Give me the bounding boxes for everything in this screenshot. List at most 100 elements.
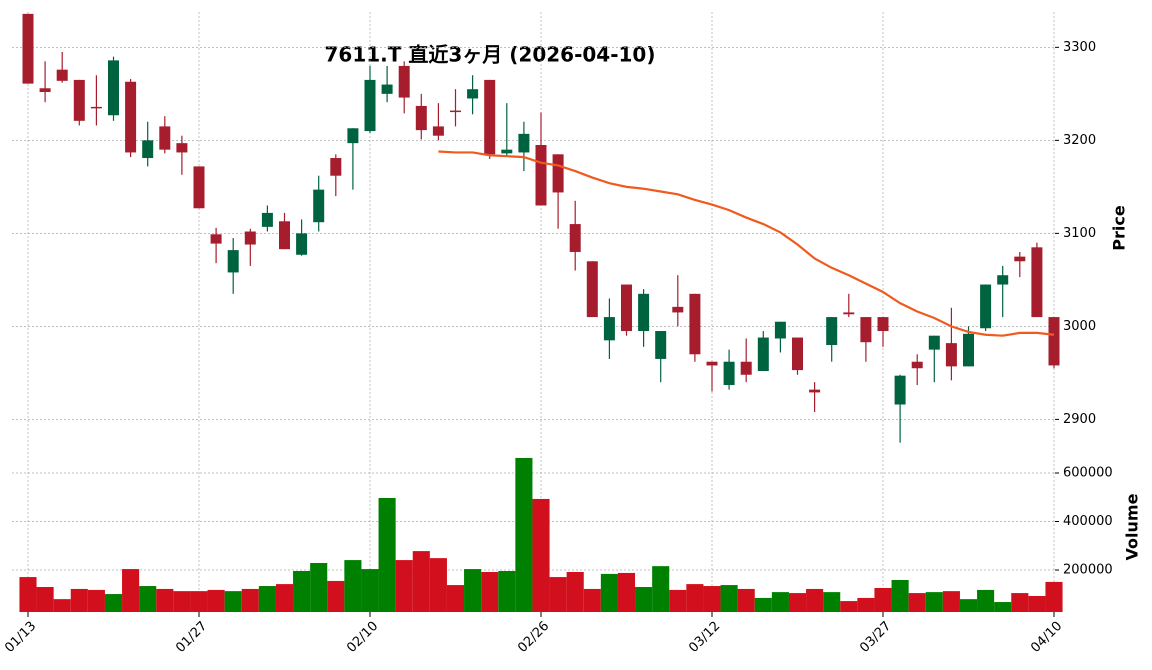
volume-bar (617, 572, 636, 612)
candle-body (980, 284, 992, 329)
volume-bar (139, 586, 157, 612)
volume-bar (686, 584, 704, 612)
volume-bar (652, 566, 670, 612)
volume-bar (190, 591, 208, 612)
candle-body (56, 69, 68, 81)
volume-bar (891, 579, 909, 612)
candle-body (484, 79, 496, 155)
candle-body (467, 89, 479, 99)
volume-bar (635, 587, 653, 612)
y-axis-label: Price (1110, 205, 1129, 251)
y-axis-label: Volume (1123, 493, 1142, 560)
volume-bar (840, 601, 858, 612)
volume-bar (1028, 595, 1046, 612)
volume-bar (823, 592, 841, 612)
candle-body (1031, 247, 1043, 318)
candle-body (638, 293, 650, 332)
candle-body (142, 140, 154, 159)
volume-bar (293, 571, 311, 612)
volume-bar (310, 562, 328, 612)
volume-bar (104, 594, 123, 612)
volume-bar (70, 588, 88, 612)
x-tick-label: 01/27 (173, 619, 210, 656)
candle-body (997, 275, 1009, 285)
y-tick-label: 600000 (1063, 465, 1113, 480)
candle-body (706, 361, 718, 366)
candle-body (603, 317, 615, 341)
volume-bar (378, 497, 396, 612)
volume-bar (241, 588, 259, 612)
volume-bar (583, 588, 601, 612)
volume-bar (122, 569, 140, 612)
y-tick-label: 3000 (1063, 319, 1096, 334)
volume-bar (498, 571, 516, 612)
volume-bar (36, 587, 54, 612)
volume-bar (19, 577, 37, 612)
chart-title: 7611.T 直近3ヶ月 (2026-04-10) (325, 43, 656, 67)
y-tick-label: 3100 (1063, 226, 1096, 241)
candle-body (244, 231, 256, 245)
volume-bar (327, 580, 345, 612)
y-tick-label: 2900 (1063, 412, 1096, 427)
candle-body (963, 333, 974, 367)
volume-bar (703, 586, 721, 612)
candle-body (364, 79, 376, 132)
candle-body (826, 317, 838, 345)
volume-bar (87, 589, 105, 612)
volume-bar (806, 588, 824, 612)
candle-body (73, 79, 85, 121)
volume-bar (771, 592, 789, 612)
volume-bar (515, 457, 533, 612)
candle-body (672, 306, 684, 313)
candle-body (22, 13, 34, 84)
x-tick-label: 02/26 (515, 619, 552, 656)
candle-body (774, 321, 786, 339)
volume-bar (959, 599, 978, 612)
candle-body (928, 335, 940, 350)
candle-body (535, 145, 547, 206)
volume-bar (925, 592, 943, 612)
candle-body (809, 389, 821, 393)
y-tick-label: 3300 (1063, 40, 1096, 55)
candle-body (860, 317, 872, 343)
volume-bar (874, 587, 892, 612)
candle-body (125, 81, 137, 153)
volume-bar (942, 591, 960, 612)
candle-body (911, 361, 923, 369)
x-tick-label: 03/27 (857, 619, 894, 656)
volume-bar (156, 588, 174, 612)
candle-body (518, 133, 530, 153)
candle-body (740, 361, 752, 375)
y-tick-label: 200000 (1063, 563, 1113, 578)
x-tick-label: 04/10 (1028, 619, 1065, 656)
candle-body (108, 60, 119, 116)
candle-body (432, 126, 444, 136)
volume-bar (207, 589, 225, 612)
volume-bar (446, 585, 465, 612)
candle-body (313, 189, 325, 223)
moving-average-line (438, 150, 1055, 337)
candle-body (945, 343, 957, 367)
volume-bar (412, 551, 430, 612)
candle-body (757, 337, 769, 372)
candle-body (894, 375, 906, 405)
x-tick-label: 01/13 (2, 619, 39, 656)
candle-body (1014, 256, 1026, 262)
volume-bar (857, 597, 875, 612)
volume-bar (1011, 593, 1029, 612)
volume-bar (788, 593, 807, 612)
candle-body (227, 250, 239, 273)
volume-bar (532, 498, 550, 612)
candle-body (552, 154, 564, 193)
y-tick-label: 400000 (1063, 514, 1113, 529)
volume-bar (549, 577, 567, 612)
x-tick-label: 03/12 (686, 619, 723, 656)
volume-bar (429, 558, 447, 612)
volume-bar (566, 571, 584, 612)
volume-bar (994, 602, 1012, 612)
volume-bar (754, 597, 772, 612)
volume-bar (977, 589, 995, 612)
volume-bar (720, 585, 738, 612)
candle-body (1048, 317, 1060, 366)
candle-body (279, 221, 290, 250)
